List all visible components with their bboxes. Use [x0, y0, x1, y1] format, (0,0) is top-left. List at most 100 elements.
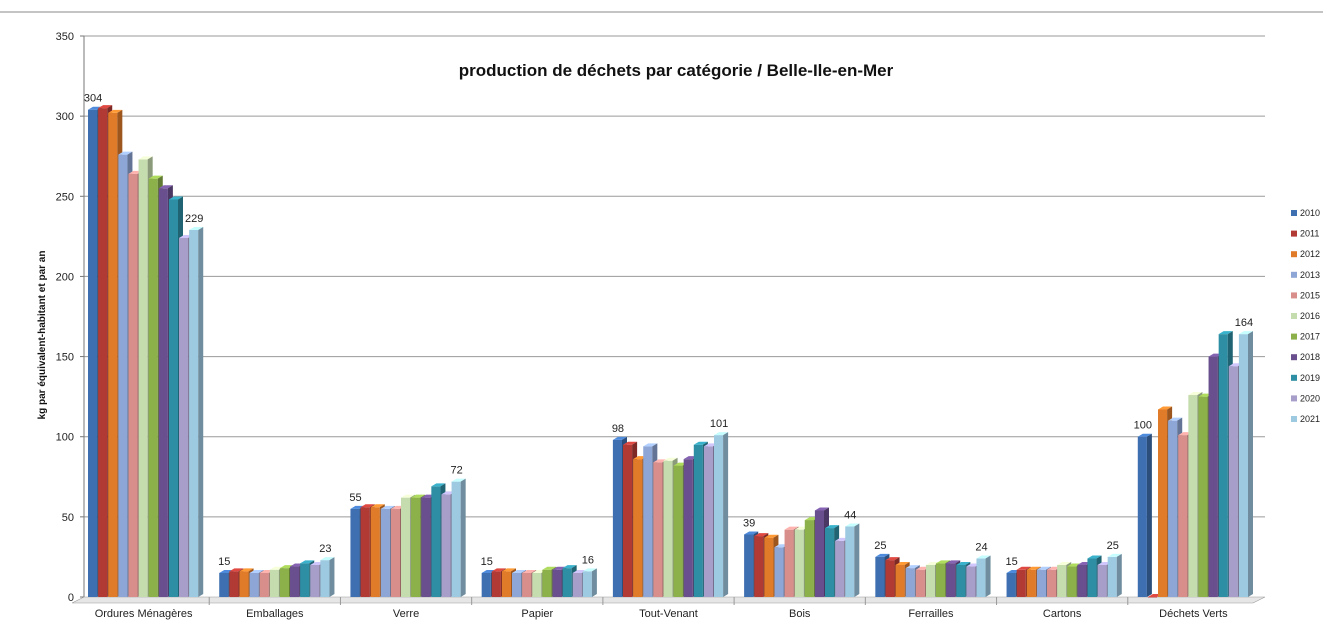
bar-top [1137, 433, 1152, 437]
bar-top [1158, 406, 1173, 410]
data-label: 24 [975, 542, 987, 554]
bar-front [825, 528, 835, 597]
bar-front [370, 507, 380, 597]
data-label: 16 [582, 554, 594, 566]
bar-front [88, 109, 98, 597]
legend-swatch [1291, 395, 1297, 402]
bar-front [643, 446, 653, 597]
bar-top [481, 569, 496, 573]
bar-top [300, 560, 315, 564]
bar-top [784, 526, 799, 530]
bar-front [653, 462, 663, 597]
bar-front [663, 460, 673, 597]
legend-item: 2018 [1291, 352, 1320, 362]
data-label: 44 [844, 509, 856, 521]
bar-top [1036, 566, 1051, 570]
bar-front [835, 540, 845, 597]
bar-front [158, 188, 168, 597]
bar-top [168, 196, 183, 200]
data-label: 304 [84, 93, 102, 105]
bar-front [189, 229, 199, 597]
y-tick-label: 50 [62, 512, 74, 524]
chart-title: production de déchets par catégorie / Be… [459, 61, 894, 80]
bar-front [249, 572, 259, 597]
data-label: 15 [1005, 556, 1017, 568]
bar-top [118, 151, 133, 155]
y-tick-label: 200 [56, 271, 74, 283]
bar-front [966, 566, 976, 597]
legend-item: 2010 [1291, 208, 1320, 218]
bar-top [451, 478, 466, 482]
bar-front [714, 435, 724, 597]
bar-front [895, 564, 905, 597]
bar-front [300, 563, 310, 597]
bar-top [552, 566, 567, 570]
bar-front [179, 237, 189, 597]
data-label: 98 [612, 423, 624, 435]
legend-label: 2016 [1300, 311, 1320, 321]
data-label: 72 [450, 465, 462, 477]
bar-front [633, 459, 643, 597]
bar-front [360, 507, 370, 597]
bar-front [915, 569, 925, 597]
bar-front [764, 537, 774, 597]
bar-top [845, 523, 860, 527]
bar-front [693, 444, 703, 597]
data-label: 15 [218, 556, 230, 568]
bar-front [239, 571, 249, 597]
bar-top [219, 569, 234, 573]
x-category-label: Verre [393, 608, 419, 620]
bar-top [643, 443, 658, 447]
bar-side [1116, 553, 1122, 597]
bar-front [1087, 558, 1097, 597]
data-label: 23 [319, 543, 331, 555]
bar-front [1168, 420, 1178, 597]
bar-front [279, 568, 289, 597]
bar-top [512, 569, 527, 573]
bar-front [1137, 436, 1147, 597]
legend-label: 2010 [1300, 208, 1320, 218]
legend-label: 2012 [1300, 249, 1320, 259]
bar-front [1036, 569, 1046, 597]
bar-top [895, 561, 910, 565]
legend-swatch [1291, 210, 1297, 216]
bar-front [290, 566, 300, 597]
bar-front [1188, 395, 1198, 597]
bar-top [431, 483, 446, 487]
bar-front [168, 199, 178, 597]
bar-front [532, 572, 542, 597]
bar-top [522, 569, 537, 573]
x-axis-floor [71, 596, 1266, 604]
legend-swatch [1291, 374, 1297, 381]
legend-label: 2019 [1300, 373, 1320, 383]
legend-swatch [1291, 416, 1297, 422]
bar-front [925, 564, 935, 597]
bar-top [501, 568, 516, 572]
y-tick-label: 150 [56, 352, 74, 364]
bar-front [946, 563, 956, 597]
bar-top [623, 441, 638, 445]
y-axis-title: kg par équivalent-habitant et par an [37, 251, 48, 420]
bar-top [754, 533, 769, 537]
bar-side [1146, 433, 1152, 597]
bar-front [229, 571, 239, 597]
bar-front [1047, 569, 1057, 597]
bar-top [1026, 566, 1041, 570]
bar-side [460, 478, 466, 597]
legend-label: 2018 [1300, 352, 1320, 362]
bar-top [279, 565, 294, 569]
bar-top [885, 557, 900, 561]
bar-front [936, 563, 946, 597]
bar-front [1198, 396, 1208, 597]
bar-top [976, 555, 991, 559]
legend: 2010 2011 2012 2013 2015 2016 2017 2018 2019 2020… [1291, 208, 1320, 424]
bar-top [320, 557, 335, 561]
bar-top [1067, 563, 1082, 567]
bar-front [451, 481, 461, 597]
bar-top [491, 568, 506, 572]
legend-item: 2011 [1291, 229, 1319, 239]
bar-top [1107, 553, 1122, 557]
data-label: 100 [1134, 420, 1152, 432]
x-category-label: Tout-Venant [639, 608, 698, 620]
bar-front [845, 526, 855, 597]
